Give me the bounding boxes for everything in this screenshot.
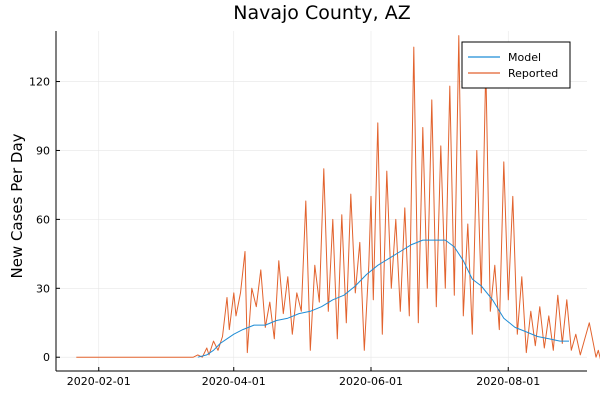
chart-title: Navajo County, AZ bbox=[233, 2, 410, 24]
legend-label-reported: Reported bbox=[508, 67, 558, 80]
x-ticks: 2020-02-01 2020-04-01 2020-06-01 2020-08-01 bbox=[67, 367, 540, 388]
y-tick-label: 0 bbox=[43, 351, 50, 364]
series-line-model bbox=[197, 239, 569, 358]
series-line-reported bbox=[76, 35, 600, 360]
legend-box bbox=[461, 41, 571, 89]
y-tick-label: 60 bbox=[36, 213, 50, 226]
y-tick-label: 30 bbox=[36, 282, 50, 295]
y-tick-label: 90 bbox=[36, 144, 50, 157]
axes bbox=[55, 31, 587, 372]
legend-label-model: Model bbox=[508, 51, 541, 64]
series-layer bbox=[76, 35, 600, 360]
x-tick-label: 2020-04-01 bbox=[202, 375, 266, 388]
y-tick-label: 120 bbox=[29, 76, 50, 89]
x-tick-label: 2020-08-01 bbox=[476, 375, 540, 388]
y-ticks: 0 30 60 90 120 bbox=[29, 76, 60, 364]
y-axis-label: New Cases Per Day bbox=[8, 133, 26, 278]
legend: Model Reported bbox=[461, 41, 571, 89]
x-tick-label: 2020-02-01 bbox=[67, 375, 131, 388]
x-tick-label: 2020-06-01 bbox=[339, 375, 403, 388]
